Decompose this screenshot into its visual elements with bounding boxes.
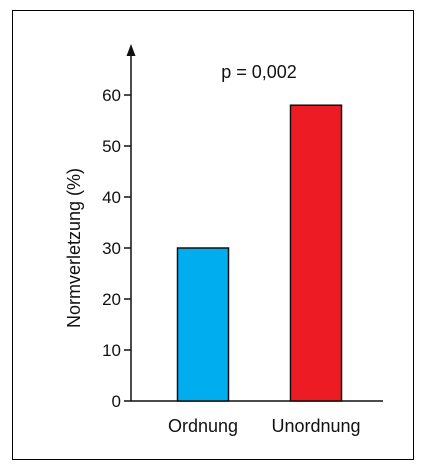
y-tick-label: 30 [102,239,121,258]
x-category-label: Unordnung [271,416,360,436]
y-axis-arrow [126,44,136,56]
chart-axes [124,44,383,402]
y-tick-label: 10 [102,341,121,360]
p-value-annotation: p = 0,002 [221,62,297,82]
bar-unordnung [289,104,343,402]
x-category-label: Ordnung [168,416,238,436]
bar-ordnung [176,247,230,402]
y-tick-label: 20 [102,290,121,309]
y-tick-label: 40 [102,188,121,207]
y-tick-label: 0 [112,392,121,411]
chart-bars [176,104,343,402]
y-tick-label: 50 [102,137,121,156]
chart-labels: 0 10 20 30 40 50 60 Ordnung Unordnung Normverletz… [64,62,361,436]
y-axis-title: Normverletzung (%) [64,168,84,328]
y-tick-label: 60 [102,86,121,105]
